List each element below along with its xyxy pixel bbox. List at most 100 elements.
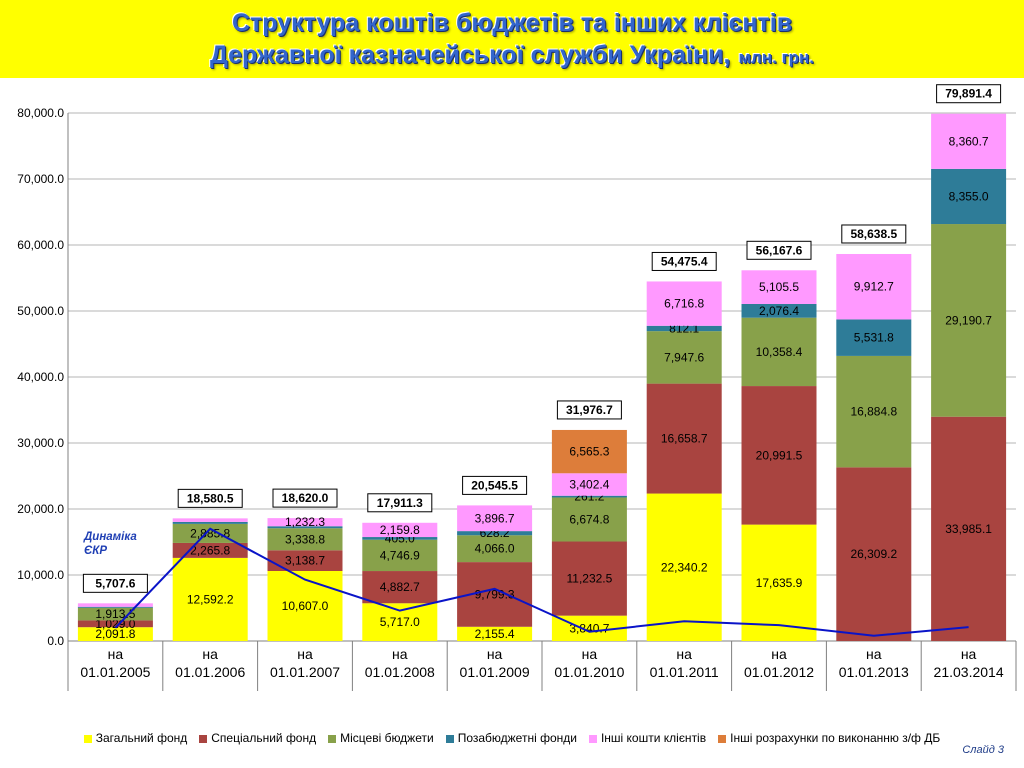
data-label: 6,565.3 <box>569 445 609 459</box>
y-tick-label: 50,000.0 <box>17 304 64 318</box>
page-title-line-1: Структура коштів бюджетів та інших клієн… <box>231 9 793 37</box>
data-label: 12,592.2 <box>187 592 234 606</box>
y-tick-label: 0.0 <box>47 634 64 648</box>
total-label: 18,580.5 <box>177 488 243 508</box>
total-label: 31,976.7 <box>556 400 622 420</box>
bar-segment <box>362 537 438 540</box>
x-tick-label-date: 21.03.2014 <box>934 664 1004 680</box>
bar-segment <box>931 168 1007 225</box>
legend-label: Інші розрахунки по виконанню з/ф ДБ <box>730 731 941 745</box>
page-title-text: Державної казначейської служби України, <box>209 41 731 69</box>
x-tick-label-date: 01.01.2011 <box>650 664 719 680</box>
data-label: 10,607.0 <box>282 599 329 613</box>
data-label: 2,155.4 <box>475 627 515 641</box>
bar-segment <box>836 319 912 356</box>
data-label: 9,912.7 <box>854 280 894 294</box>
x-tick-label-date: 01.01.2010 <box>554 664 624 680</box>
bar-segment <box>267 518 343 527</box>
slide-number: Слайд 3 <box>962 744 1004 756</box>
x-tick-label-prefix: на <box>676 646 692 662</box>
data-label: 3,138.7 <box>285 554 325 568</box>
data-label: 3,402.4 <box>569 478 609 492</box>
bar-segment <box>77 620 153 628</box>
data-label: 8,355.0 <box>949 189 989 203</box>
bar-segment <box>457 531 533 536</box>
dynamics-label-line-1: Динаміка <box>84 531 137 543</box>
bar-segment <box>172 542 248 558</box>
data-label: 2,885.8 <box>190 526 230 540</box>
data-label: 10,358.4 <box>756 345 803 359</box>
dynamics-label-line-2: ЄКР <box>84 545 108 557</box>
svg-text:18,580.5: 18,580.5 <box>187 491 234 505</box>
x-tick-label-date: 01.01.2013 <box>839 664 909 680</box>
legend-item: Спеціальний фонд <box>199 731 316 745</box>
total-label: 56,167.6 <box>746 240 812 260</box>
legend-item: Місцеві бюджети <box>328 731 434 745</box>
data-label: 2,265.8 <box>190 543 230 557</box>
bar-segment <box>267 526 343 529</box>
total-label: 79,891.4 <box>936 84 1002 104</box>
bar-segment <box>362 522 438 538</box>
x-tick-label-date: 01.01.2005 <box>80 664 150 680</box>
total-label: 20,545.5 <box>462 475 528 495</box>
data-label: 2,159.8 <box>380 523 420 537</box>
bar-segment <box>931 224 1007 417</box>
bar-segment <box>646 383 722 494</box>
legend-swatch <box>445 734 454 743</box>
legend-swatch <box>199 734 208 743</box>
data-label: 26,309.2 <box>850 547 897 561</box>
x-tick-label-date: 01.01.2006 <box>175 664 245 680</box>
data-label: 11,232.5 <box>566 572 612 586</box>
bar-segment <box>741 524 817 641</box>
svg-text:17,911.3: 17,911.3 <box>377 496 423 510</box>
legend-label: Позабюджетні фонди <box>457 731 577 745</box>
svg-text:56,167.6: 56,167.6 <box>756 243 803 257</box>
total-label: 5,707.6 <box>82 573 148 593</box>
data-label: 16,884.8 <box>850 405 897 419</box>
bar-segment <box>551 541 627 616</box>
legend-label: Інші кошти клієнтів <box>600 731 707 745</box>
chart-legend: Загальний фонд Спеціальний фонд Місцеві бю… <box>0 731 1024 745</box>
bar-segment <box>931 113 1007 169</box>
legend-item: Позабюджетні фонди <box>445 731 577 745</box>
total-label: 17,911.3 <box>367 493 433 513</box>
y-tick-label: 70,000.0 <box>17 172 64 186</box>
bar-segment <box>457 535 533 563</box>
bar-segment <box>836 253 912 320</box>
svg-text:31,976.7: 31,976.7 <box>566 403 613 417</box>
svg-text:20,545.5: 20,545.5 <box>471 478 518 492</box>
x-tick-label-prefix: на <box>297 646 313 662</box>
data-label: 4,746.9 <box>380 548 420 562</box>
data-label: 2,091.8 <box>95 627 135 641</box>
y-tick-label: 40,000.0 <box>17 370 64 384</box>
x-tick-label-prefix: на <box>487 646 503 662</box>
bar-segment <box>551 429 627 474</box>
bar-segment <box>551 473 627 496</box>
data-label: 3,338.8 <box>285 532 325 546</box>
bar-segment <box>741 270 817 304</box>
y-tick-label: 10,000.0 <box>17 568 64 582</box>
bar-segment <box>362 603 438 641</box>
x-tick-label-prefix: на <box>771 646 787 662</box>
data-label: 6,716.8 <box>664 297 704 311</box>
bar-segment <box>77 607 153 621</box>
data-label: 8,360.7 <box>949 134 989 148</box>
data-label: 1,232.3 <box>285 515 325 529</box>
bar-segment <box>836 355 912 468</box>
x-tick-label-date: 01.01.2007 <box>270 664 340 680</box>
bar-segment <box>741 386 817 525</box>
bar-segment <box>457 505 533 532</box>
bar-segment <box>551 495 627 498</box>
data-label: 22,340.2 <box>661 560 708 574</box>
bar-segment <box>172 521 248 524</box>
bar-segment <box>172 518 248 522</box>
bar-segment <box>931 416 1007 641</box>
legend-swatch <box>718 734 727 743</box>
data-label: 4,882.7 <box>380 580 420 594</box>
x-tick-label-date: 01.01.2008 <box>365 664 435 680</box>
data-label: 17,635.9 <box>756 576 803 590</box>
svg-text:18,620.0: 18,620.0 <box>282 491 329 505</box>
data-label: 7,947.6 <box>664 350 704 364</box>
bar-segment <box>741 303 817 318</box>
data-label: 33,985.1 <box>945 522 992 536</box>
